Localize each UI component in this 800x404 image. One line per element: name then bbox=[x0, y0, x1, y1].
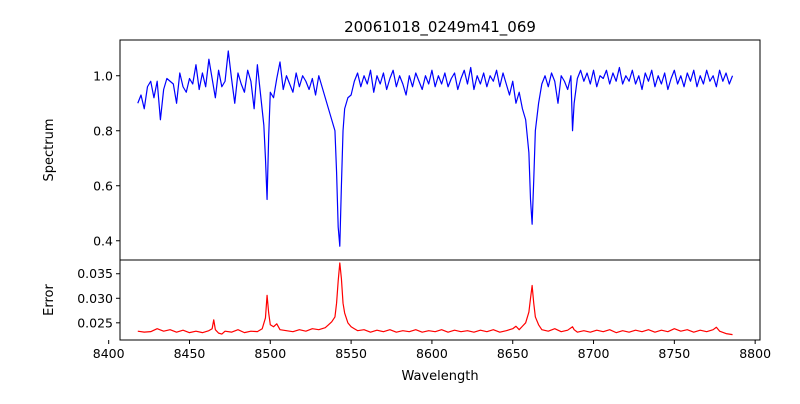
x-ticks: 8400 8450 8500 8550 8600 8650 8700 8750 8800 bbox=[93, 340, 771, 361]
error-y-axis-label: Error bbox=[42, 284, 57, 316]
spectrum-series-line bbox=[137, 50, 734, 247]
spectrum-y-ticks: 0.4 0.6 0.8 1.0 bbox=[93, 68, 120, 248]
error-y-tick-label: 0.030 bbox=[77, 291, 113, 306]
error-y-tick-label: 0.035 bbox=[77, 266, 113, 281]
x-tick-label: 8500 bbox=[254, 346, 286, 361]
x-tick-label: 8400 bbox=[93, 346, 125, 361]
spectrum-panel: 0.4 0.6 0.8 1.0 Spectrum bbox=[42, 39, 761, 261]
spectrum-y-tick-label: 0.8 bbox=[93, 123, 113, 138]
x-tick-label: 8450 bbox=[174, 346, 206, 361]
x-tick-label: 8650 bbox=[497, 346, 529, 361]
error-series bbox=[137, 262, 733, 336]
x-tick-label: 8700 bbox=[578, 346, 610, 361]
spectrum-series bbox=[137, 50, 734, 247]
x-axis-label: Wavelength bbox=[401, 369, 478, 384]
chart-title: 20061018_0249m41_069 bbox=[344, 18, 536, 37]
spectrum-axes-frame bbox=[119, 39, 761, 261]
error-axes-frame bbox=[119, 259, 761, 341]
spectrum-y-axis-label: Spectrum bbox=[42, 119, 57, 182]
error-panel: 0.025 0.030 0.035 Error bbox=[42, 259, 761, 341]
spectrum-y-tick-label: 0.6 bbox=[93, 178, 113, 193]
x-tick-label: 8600 bbox=[416, 346, 448, 361]
spectrum-y-tick-label: 0.4 bbox=[93, 233, 113, 248]
x-tick-label: 8550 bbox=[335, 346, 367, 361]
error-y-ticks: 0.025 0.030 0.035 bbox=[77, 266, 120, 330]
spectrum-y-tick-label: 1.0 bbox=[93, 68, 113, 83]
error-y-tick-label: 0.025 bbox=[77, 315, 113, 330]
x-tick-label: 8750 bbox=[658, 346, 690, 361]
x-tick-label: 8800 bbox=[739, 346, 771, 361]
error-series-line bbox=[137, 262, 733, 336]
